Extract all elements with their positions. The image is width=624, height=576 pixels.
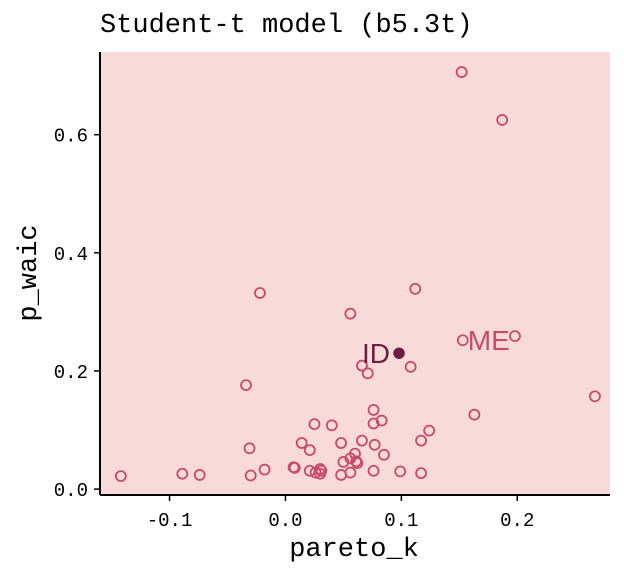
data-point	[356, 359, 368, 372]
data-point	[335, 437, 347, 449]
data-point	[288, 461, 301, 474]
data-point	[335, 469, 347, 481]
y-tick-label: 0.0	[54, 480, 88, 502]
highlight-layer: ID ME	[362, 325, 510, 369]
plot-panel	[100, 52, 610, 495]
data-point	[409, 282, 422, 295]
data-point	[589, 390, 601, 403]
data-point	[378, 448, 390, 461]
y-axis-ticks: 0.0 0.2 0.4 0.6	[54, 126, 100, 502]
data-point	[456, 334, 469, 347]
data-point	[240, 379, 252, 392]
y-tick-label: 0.4	[54, 244, 88, 266]
chart-title: Student-t model (b5.3t)	[100, 11, 473, 41]
data-point	[356, 434, 368, 447]
data-point	[415, 467, 427, 480]
data-point	[254, 287, 266, 299]
data-point	[367, 404, 380, 416]
data-point	[394, 465, 407, 478]
data-point	[415, 434, 427, 447]
data-point	[325, 419, 338, 432]
data-point	[314, 467, 327, 480]
x-tick-label: 0.2	[500, 510, 534, 532]
data-point	[350, 455, 363, 468]
data-point	[367, 464, 380, 477]
data-point	[337, 456, 350, 468]
data-point	[308, 418, 321, 431]
data-point	[368, 438, 381, 451]
x-tick-label: -0.1	[147, 510, 193, 532]
data-point	[295, 437, 308, 449]
data-point	[303, 444, 316, 457]
x-tick-label: 0.1	[384, 510, 418, 532]
data-point	[114, 470, 127, 482]
point-label: ID	[362, 338, 390, 369]
data-point	[351, 457, 364, 470]
data-point	[509, 330, 521, 343]
data-point	[244, 469, 257, 482]
data-point	[303, 464, 316, 477]
data-point	[367, 417, 380, 430]
data-point	[468, 408, 481, 421]
y-tick-label: 0.6	[54, 126, 88, 148]
data-point	[344, 307, 357, 320]
data-point	[361, 367, 374, 380]
data-point	[423, 424, 436, 437]
data-point	[496, 114, 509, 126]
x-tick-label: 0.0	[268, 510, 302, 532]
x-axis-title: pareto_k	[289, 535, 419, 565]
data-point	[243, 442, 256, 455]
data-point	[176, 467, 189, 480]
x-axis-ticks: -0.1 0.0 0.1 0.2	[147, 495, 534, 532]
point-label: ME	[468, 325, 510, 356]
data-point	[455, 66, 468, 78]
highlighted-point	[393, 347, 405, 359]
points-layer	[114, 66, 601, 482]
y-axis-title: p_waic	[15, 224, 45, 321]
data-point	[404, 360, 417, 373]
data-point	[309, 466, 322, 479]
data-point	[258, 463, 271, 476]
data-point	[193, 469, 206, 481]
y-tick-label: 0.2	[54, 362, 88, 384]
data-point	[375, 414, 388, 427]
